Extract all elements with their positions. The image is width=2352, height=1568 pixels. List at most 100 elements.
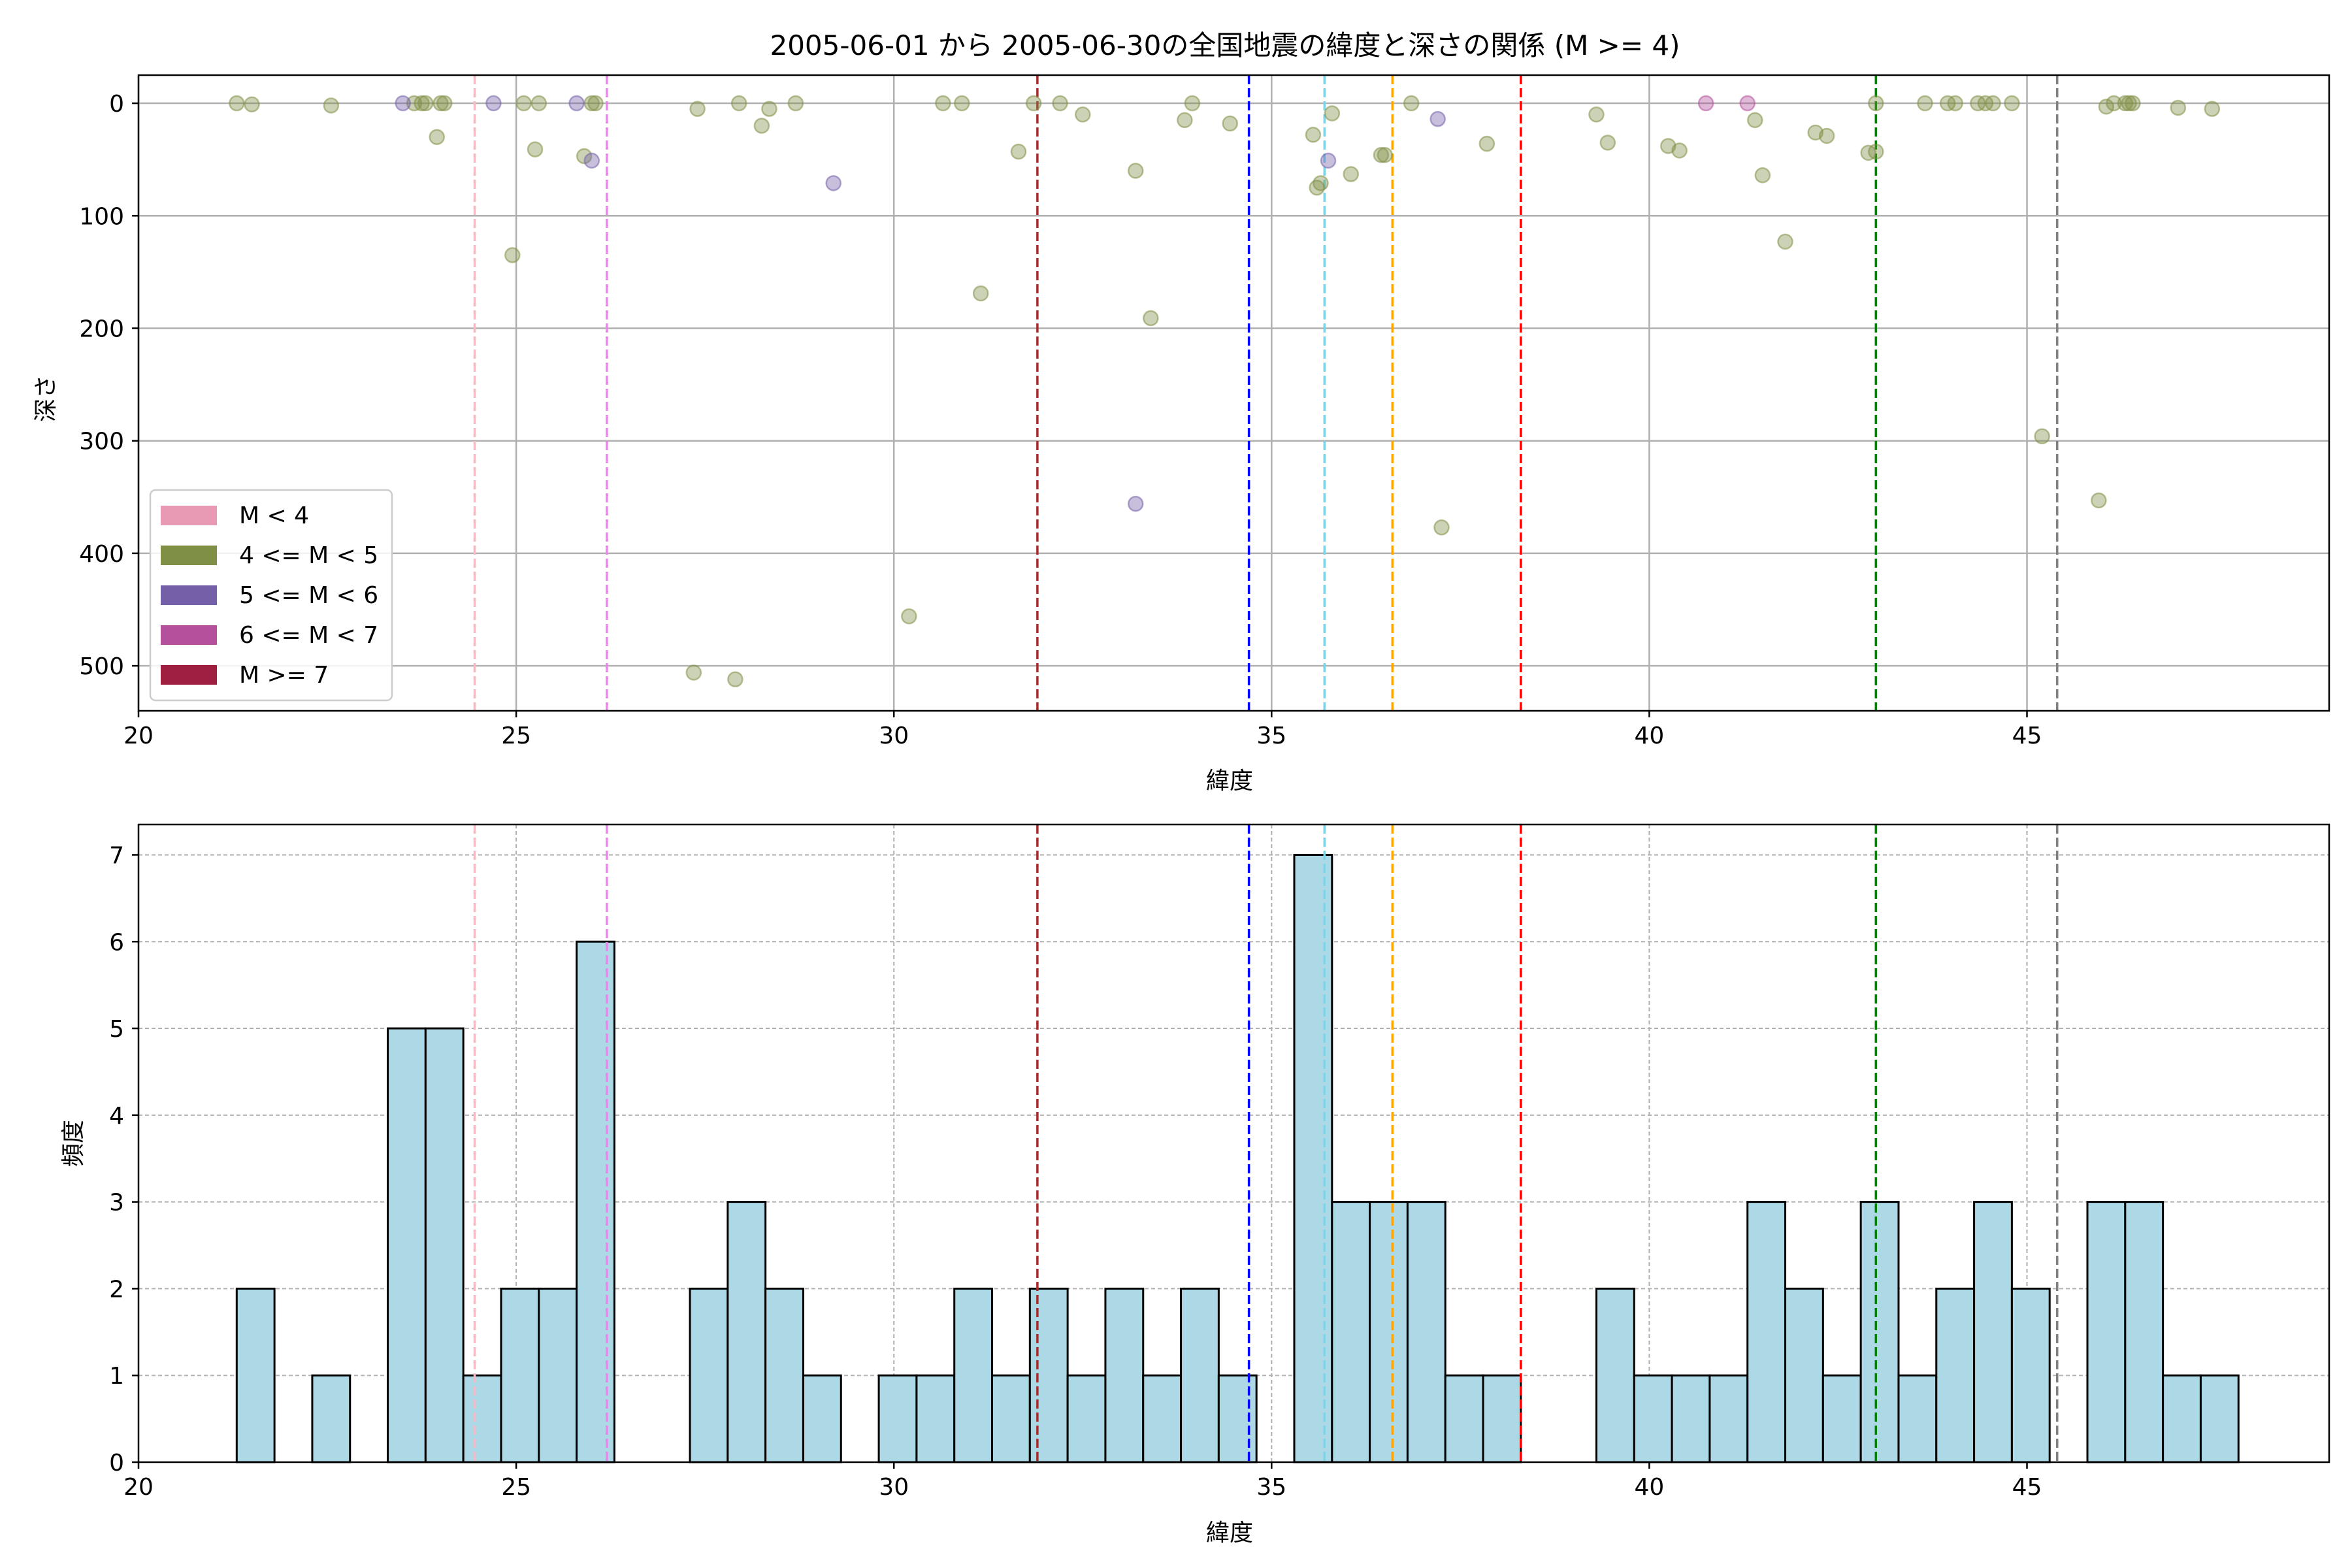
scatter-point: [323, 97, 340, 114]
scatter-point: [1075, 106, 1091, 123]
scatter-point: [1127, 495, 1144, 512]
scatter-point: [1985, 95, 2001, 112]
scatter-point: [229, 95, 245, 112]
histogram-bar: [2199, 1374, 2240, 1463]
legend-swatch: [161, 546, 217, 565]
scatter-point: [1671, 142, 1688, 159]
hist-xtick-label: 25: [501, 1474, 531, 1501]
histogram-bar: [2162, 1374, 2202, 1463]
scatter-point: [1143, 310, 1159, 327]
scatter-point: [1127, 163, 1144, 179]
histogram-bar: [1935, 1287, 1976, 1463]
scatter-point: [825, 175, 841, 191]
histogram-bar: [727, 1201, 767, 1463]
histogram-bar: [1595, 1287, 1635, 1463]
scatter-point: [753, 118, 770, 134]
scatter-point: [730, 95, 747, 112]
histogram-bar: [802, 1374, 842, 1463]
histogram-bar: [1859, 1201, 1900, 1463]
scatter-point: [504, 247, 521, 263]
scatter-point: [1313, 175, 1329, 191]
histogram-bar: [1973, 1201, 2013, 1463]
legend-label: 5 <= M < 6: [239, 582, 378, 609]
scatter-ytick-label: 0: [109, 91, 124, 118]
histogram-bar: [1028, 1287, 1069, 1463]
scatter-point: [1588, 106, 1605, 123]
scatter-point: [2034, 428, 2050, 445]
histogram-bar: [764, 1287, 804, 1463]
scatter-point: [2170, 99, 2187, 116]
hist-ytick-label: 4: [109, 1103, 124, 1130]
scatter-point: [576, 148, 593, 165]
scatter-point: [685, 664, 702, 681]
scatter-ytick-label: 500: [79, 653, 124, 680]
scatter-point: [2204, 101, 2221, 117]
histogram-bar: [1217, 1374, 1258, 1463]
histogram-bar: [1746, 1201, 1787, 1463]
histogram-bar: [2086, 1201, 2127, 1463]
scatter-legend: [149, 489, 393, 702]
scatter-point: [1324, 105, 1341, 122]
scatter-point: [531, 95, 547, 112]
hist-xlabel: 緯度: [1206, 1520, 1253, 1546]
legend-label: 4 <= M < 5: [239, 542, 378, 569]
histogram-bar: [235, 1287, 276, 1463]
scatter-point: [429, 129, 445, 145]
scatter-point: [1343, 166, 1359, 182]
scatter-point: [1478, 135, 1495, 152]
scatter-point: [2091, 492, 2107, 509]
scatter-point: [485, 95, 502, 112]
scatter-point: [689, 101, 706, 117]
histogram-bar: [1104, 1287, 1145, 1463]
legend-swatch: [161, 506, 217, 525]
scatter-point: [527, 141, 544, 157]
scatter-point: [395, 95, 411, 112]
histogram-bar: [424, 1027, 465, 1463]
hist-ytick-label: 5: [109, 1016, 124, 1043]
histogram-bar: [1482, 1374, 1522, 1463]
scatter-point: [1025, 95, 1042, 112]
hist-xtick-label: 35: [1256, 1474, 1286, 1501]
histogram-bar: [953, 1287, 994, 1463]
histogram-bar: [1369, 1201, 1409, 1463]
scatter-point: [1010, 143, 1027, 160]
legend-swatch: [161, 625, 217, 645]
scatter-point: [787, 95, 804, 112]
scatter-point: [901, 608, 917, 625]
hist-frame: [137, 823, 2330, 1463]
histogram-bar: [2124, 1201, 2164, 1463]
scatter-point: [1377, 147, 1393, 163]
scatter-point: [1868, 143, 1884, 160]
hist-ytick-label: 7: [109, 842, 124, 869]
scatter-point: [935, 95, 951, 112]
scatter-point: [954, 95, 970, 112]
hist-xtick-label: 20: [123, 1474, 154, 1501]
scatter-xtick-label: 45: [2012, 723, 2042, 749]
scatter-panel: 20 25 30 35 40 45 0 100 200 300 400 500 M < 4 4 <= M …: [79, 74, 2330, 749]
histogram-bar: [1784, 1287, 1824, 1463]
scatter-point: [244, 96, 260, 113]
hist-ytick-label: 0: [109, 1450, 124, 1477]
legend-swatch: [161, 665, 217, 685]
scatter-point: [1320, 152, 1337, 169]
scatter-xtick-label: 35: [1256, 723, 1286, 749]
histogram-bar: [576, 940, 615, 1463]
scatter-point: [515, 95, 532, 112]
scatter-point: [2004, 95, 2020, 112]
scatter-point: [1305, 127, 1322, 143]
scatter-ylabel: 深さ: [33, 375, 59, 422]
scatter-point: [2098, 98, 2115, 115]
scatter-point: [417, 95, 434, 112]
histogram-bar: [1444, 1374, 1484, 1463]
scatter-point: [1868, 95, 1884, 112]
hist-ytick-label: 2: [109, 1276, 124, 1303]
scatter-point: [1739, 95, 1756, 112]
scatter-point: [1818, 127, 1835, 144]
scatter-point: [2121, 95, 2137, 112]
scatter-frame: [137, 74, 2330, 712]
histogram-bar: [538, 1287, 578, 1463]
scatter-point: [1373, 147, 1390, 163]
hist-ytick-label: 1: [109, 1363, 124, 1390]
legend-label: M >= 7: [239, 662, 329, 689]
